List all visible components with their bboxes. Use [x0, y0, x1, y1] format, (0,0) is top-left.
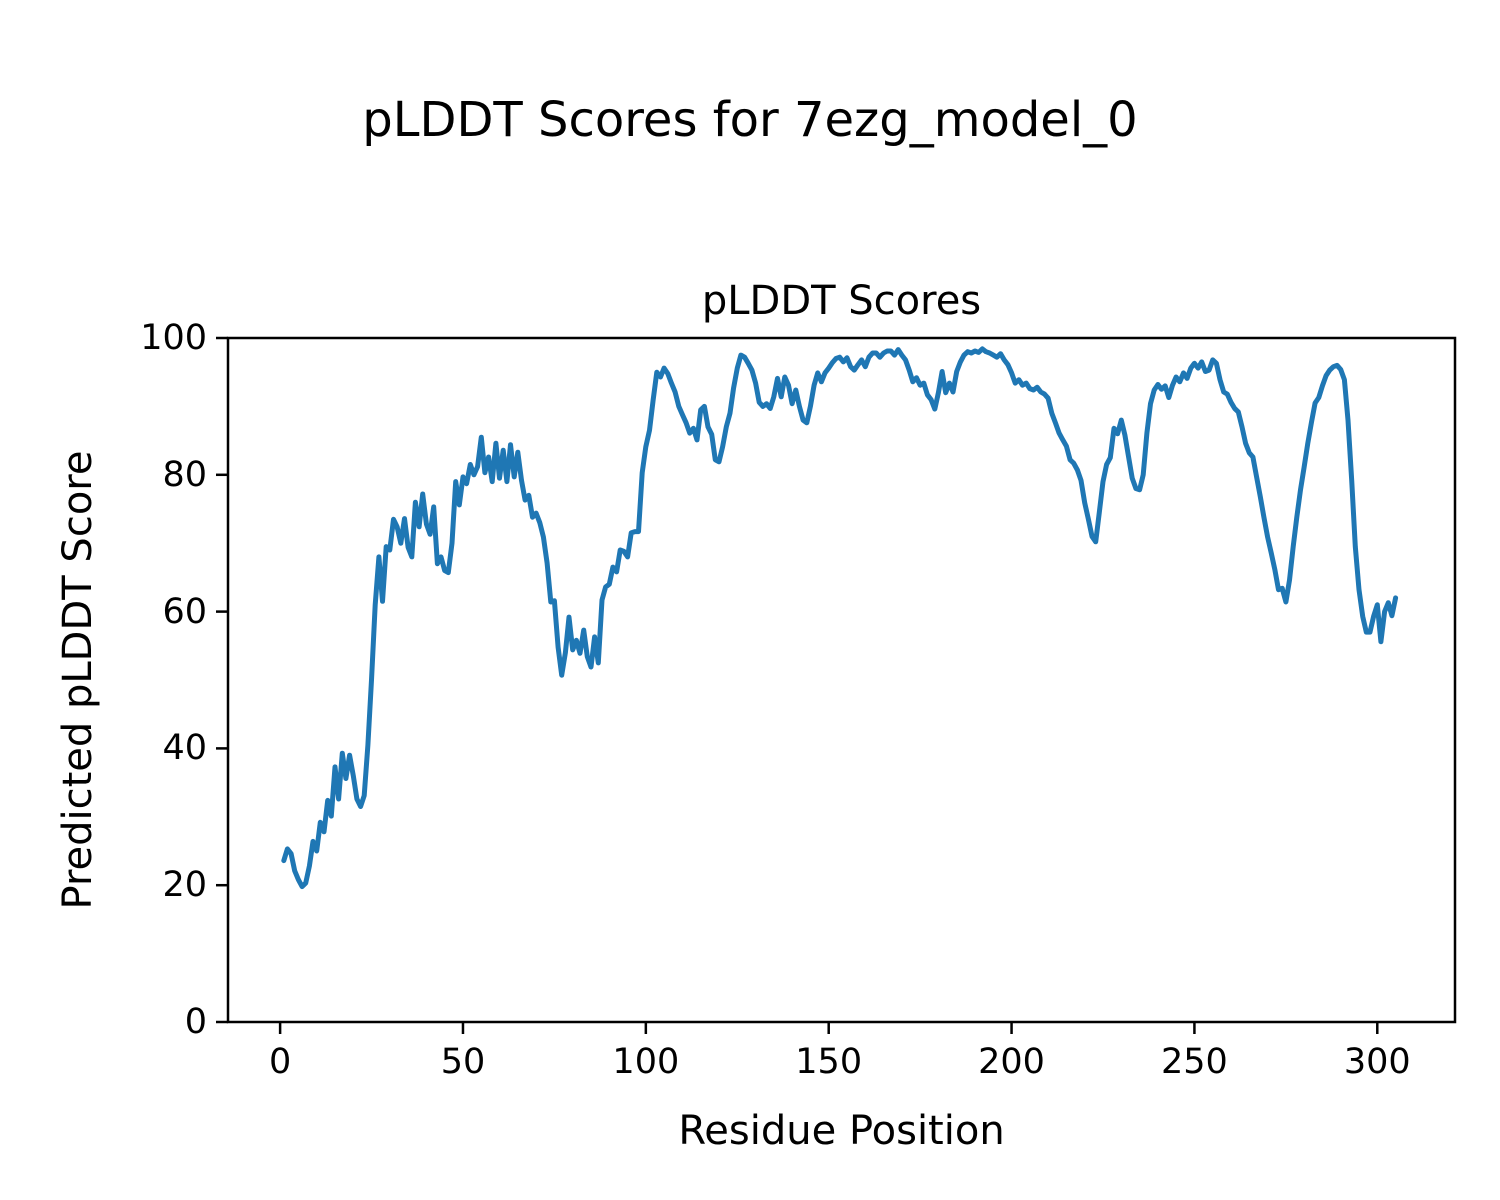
- y-axis-label: Predicted pLDDT Score: [55, 450, 101, 910]
- x-tick-label: 200: [978, 1042, 1045, 1082]
- x-tick-label: 100: [612, 1042, 680, 1082]
- figure-title: pLDDT Scores for 7ezg_model_0: [362, 92, 1138, 148]
- y-tick-label: 80: [162, 454, 207, 495]
- x-tick-label: 150: [795, 1042, 863, 1082]
- x-tick-label: 0: [268, 1042, 292, 1082]
- y-tick-label: 60: [162, 591, 207, 632]
- tick-marks: [216, 336, 1379, 1034]
- axes-title: pLDDT Scores: [701, 278, 982, 324]
- y-tick-label: 20: [162, 865, 207, 906]
- plddt-line: [281, 346, 1399, 890]
- axes-frame: [226, 336, 1457, 1024]
- x-tick-label: 250: [1161, 1042, 1228, 1082]
- y-tick-label: 100: [140, 318, 207, 358]
- y-tick-label: 40: [162, 728, 207, 769]
- x-tick-label: 50: [440, 1042, 486, 1082]
- x-axis-label: Residue Position: [678, 1108, 1005, 1154]
- x-tick-label: 300: [1343, 1042, 1411, 1082]
- y-tick-label: 0: [184, 1002, 207, 1042]
